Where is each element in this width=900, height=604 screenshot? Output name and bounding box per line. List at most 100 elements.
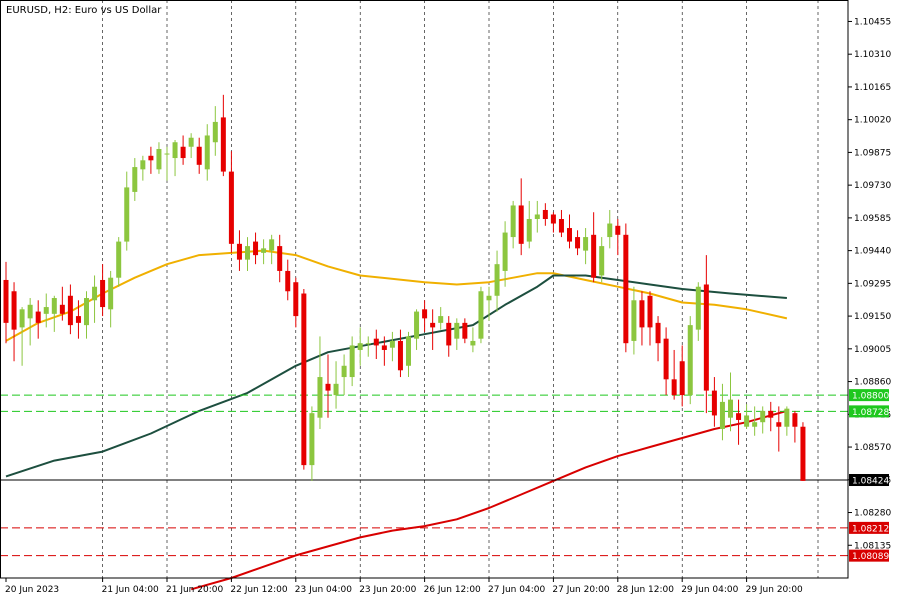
candle-body-bearish xyxy=(196,146,202,165)
candle-body-bearish xyxy=(325,383,331,391)
candle-body-bearish xyxy=(100,279,106,308)
time-tick-label: 23 Jun 04:00 xyxy=(295,585,352,595)
price-label-text: 1.08800 xyxy=(852,392,889,402)
candle-body-bearish xyxy=(3,279,9,323)
candle-body-bullish xyxy=(486,295,492,301)
candle-body-bearish xyxy=(446,322,452,346)
candle-body-bullish xyxy=(414,311,420,339)
candle-body-bullish xyxy=(687,325,693,396)
candle-body-bullish xyxy=(478,291,484,339)
horizontal-lines-layer xyxy=(0,394,848,557)
candle-body-bearish xyxy=(220,117,226,172)
candle-body-bearish xyxy=(671,379,677,396)
candle-body-bullish xyxy=(333,383,339,396)
axis-layer: 20 Jun 2023 21 Jun 04:00 21 Jun 20:00 22 Ju… xyxy=(5,17,891,595)
time-tick-label: 29 Jun 04:00 xyxy=(681,585,738,595)
frame-layer xyxy=(0,0,849,579)
candle-body-bullish xyxy=(108,277,114,310)
candle-body-bearish xyxy=(462,322,468,339)
candle-body-bullish xyxy=(728,399,733,418)
price-tick-label: 1.09295 xyxy=(854,279,891,289)
candle-body-bullish xyxy=(188,137,194,147)
candle-body-bullish xyxy=(607,223,613,238)
price-tick-label: 1.08280 xyxy=(854,509,891,519)
price-tick-label: 1.09005 xyxy=(854,345,891,355)
candle-body-bearish xyxy=(800,426,806,481)
time-tick-label: 20 Jun 2023 xyxy=(5,585,59,595)
price-tick-label: 1.10020 xyxy=(854,116,891,126)
candle-body-bullish xyxy=(156,149,162,170)
time-tick-label: 23 Jun 20:00 xyxy=(359,585,416,595)
candle-body-bearish xyxy=(575,237,581,249)
candle-body-bearish xyxy=(397,340,403,371)
candle-body-bearish xyxy=(301,293,307,466)
time-tick-label: 22 Jun 12:00 xyxy=(230,585,287,595)
price-label-text: 1.08212 xyxy=(852,524,889,534)
moving-average-layer xyxy=(5,249,788,591)
price-label-box xyxy=(849,405,889,418)
candle-body-bullish xyxy=(752,422,758,427)
candle-body-bullish xyxy=(124,187,130,242)
candle-body-bearish xyxy=(228,171,234,244)
price-label-box xyxy=(849,549,889,562)
candle-body-bullish xyxy=(212,121,218,143)
candle-body-bullish xyxy=(349,345,355,378)
candle-body-bullish xyxy=(317,377,323,418)
candle-body-bearish xyxy=(35,311,41,323)
candle-body-bearish xyxy=(776,422,782,427)
price-label-text: 1.08424 xyxy=(852,477,889,487)
candle-body-bearish xyxy=(623,234,629,344)
candle-body-bearish xyxy=(663,338,669,380)
candle-body-bearish xyxy=(75,316,81,323)
candle-body-bearish xyxy=(647,295,653,328)
candle-body-bullish xyxy=(389,340,395,348)
price-tick-label: 1.09730 xyxy=(854,181,891,191)
price-tick-label: 1.09875 xyxy=(854,148,891,158)
price-tick-label: 1.08570 xyxy=(854,443,891,453)
candle-body-bearish xyxy=(59,304,65,314)
candle-body-bullish xyxy=(19,309,25,328)
candle-body-bullish xyxy=(719,401,725,429)
candle-body-bearish xyxy=(711,390,717,416)
price-tick-label: 1.10455 xyxy=(854,17,891,27)
candle-body-bearish xyxy=(518,205,524,244)
time-tick-label: 26 Jun 12:00 xyxy=(424,585,481,595)
candle-body-bearish xyxy=(736,413,742,420)
candle-body-bearish xyxy=(558,219,564,233)
candle-body-bullish xyxy=(245,246,250,260)
candle-body-bullish xyxy=(84,298,89,326)
time-tick-label: 28 Jun 12:00 xyxy=(617,585,674,595)
chart-title: EURUSD, H2: Euro vs US Dollar xyxy=(6,5,162,16)
candle-body-bearish xyxy=(679,361,685,396)
candle-body-bearish xyxy=(422,309,428,319)
candle-body-bullish xyxy=(341,365,347,378)
candle-body-bullish xyxy=(583,237,589,251)
candle-body-bullish xyxy=(438,316,444,323)
candle-body-bullish xyxy=(132,167,138,192)
candle-body-bearish xyxy=(293,282,299,317)
time-tick-label: 29 Jun 20:00 xyxy=(746,585,803,595)
candle-body-bullish xyxy=(164,153,170,155)
candle-body-bearish xyxy=(373,338,379,346)
candle-body-bullish xyxy=(502,232,508,271)
candle-body-bearish xyxy=(180,146,186,159)
candle-body-bearish xyxy=(67,295,73,326)
candle-body-bearish xyxy=(253,241,259,256)
candle-body-bearish xyxy=(236,243,242,260)
candle-body-bullish xyxy=(261,248,267,253)
candle-body-bullish xyxy=(631,300,637,341)
candle-body-bearish xyxy=(277,246,283,271)
candle-body-bullish xyxy=(510,205,516,238)
candle-body-bullish xyxy=(406,336,411,366)
candle-body-bearish xyxy=(703,284,709,391)
candle-body-bullish xyxy=(760,410,766,423)
candle-body-bearish xyxy=(430,322,436,328)
candle-body-bearish xyxy=(550,214,556,224)
candle-body-bullish xyxy=(599,246,605,276)
candle-body-bullish xyxy=(92,286,98,301)
candle-body-bearish xyxy=(11,291,17,330)
moving-average-line xyxy=(5,274,787,478)
price-label-text: 1.08089 xyxy=(852,552,889,562)
